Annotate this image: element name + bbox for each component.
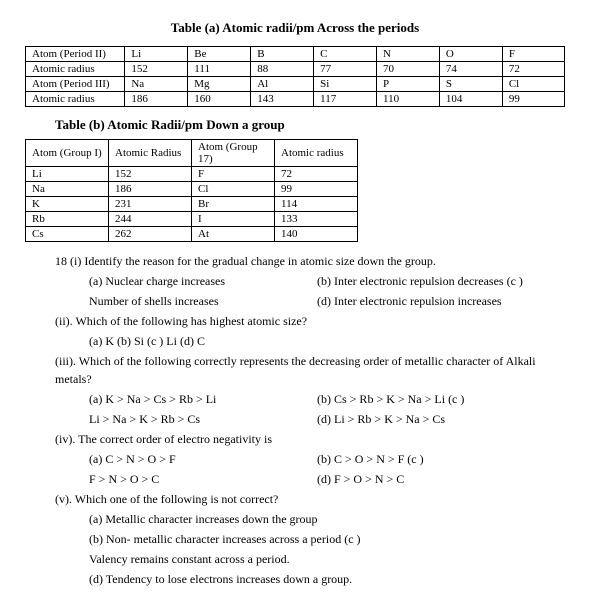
q18-v-d: (d) Tendency to lose electrons increases… [89, 570, 565, 588]
opt-a: (a) Nuclear charge increases [89, 272, 289, 290]
q18-v-b: (b) Non- metallic character increases ac… [89, 530, 565, 548]
cell: 117 [314, 92, 377, 107]
cell: Rb [26, 212, 109, 227]
cell: I [192, 212, 275, 227]
table-row: Atom (Period III) Na Mg Al Si P S Cl [26, 77, 565, 92]
q18-ii-opts: (a) K (b) Si (c ) Li (d) C [89, 332, 565, 350]
opt-c: Li > Na > K > Rb > Cs [89, 410, 289, 428]
q18-v-stem: (v). Which one of the following is not c… [55, 490, 565, 508]
cell: K [26, 197, 109, 212]
q18-iv-stem: (iv). The correct order of electro negat… [55, 430, 565, 448]
cell: Na [26, 182, 109, 197]
cell: 140 [275, 227, 358, 242]
cell: Na [125, 77, 188, 92]
title-a: Table (a) Atomic radii/pm Across the per… [25, 20, 565, 36]
opt-b: (b) C > O > N > F (c ) [317, 450, 424, 468]
cell: 186 [109, 182, 192, 197]
cell: O [439, 47, 502, 62]
cell: 114 [275, 197, 358, 212]
cell: C [314, 47, 377, 62]
cell: 104 [439, 92, 502, 107]
cell: 74 [439, 62, 502, 77]
opt-c: F > N > O > C [89, 470, 289, 488]
cell: Mg [188, 77, 251, 92]
opt-d: (d) F > O > N > C [317, 470, 404, 488]
cell: Atom (Period II) [26, 47, 125, 62]
cell: 111 [188, 62, 251, 77]
cell: Atomic Radius [109, 140, 192, 167]
cell: 133 [275, 212, 358, 227]
cell: 244 [109, 212, 192, 227]
table-a: Atom (Period II) Li Be B C N O F Atomic … [25, 46, 565, 107]
table-row: Cs 262 At 140 [26, 227, 358, 242]
table-row: Atom (Group I) Atomic Radius Atom (Group… [26, 140, 358, 167]
cell: Si [314, 77, 377, 92]
cell: Li [26, 167, 109, 182]
table-b: Atom (Group I) Atomic Radius Atom (Group… [25, 139, 358, 242]
opt-d: (d) Li > Rb > K > Na > Cs [317, 410, 445, 428]
opt-a: (a) K > Na > Cs > Rb > Li [89, 390, 289, 408]
q18-iv-opts-row1: (a) C > N > O > F (b) C > O > N > F (c ) [89, 450, 565, 468]
cell: 152 [125, 62, 188, 77]
cell: Be [188, 47, 251, 62]
cell: Atom (Group 17) [192, 140, 275, 167]
table-row: Na 186 Cl 99 [26, 182, 358, 197]
cell: 231 [109, 197, 192, 212]
cell: 88 [251, 62, 314, 77]
cell: Cl [192, 182, 275, 197]
opt-b: (b) Inter electronic repulsion decreases… [317, 272, 523, 290]
cell: Atom (Period III) [26, 77, 125, 92]
title-b: Table (b) Atomic Radii/pm Down a group [55, 117, 565, 133]
cell: 262 [109, 227, 192, 242]
q18-i-opts-row2: Number of shells increases (d) Inter ele… [89, 292, 565, 310]
cell: Cl [502, 77, 564, 92]
q18-i-stem: 18 (i) Identify the reason for the gradu… [55, 252, 565, 270]
q18-iii-opts-row1: (a) K > Na > Cs > Rb > Li (b) Cs > Rb > … [89, 390, 565, 408]
cell: F [192, 167, 275, 182]
cell: 186 [125, 92, 188, 107]
cell: 143 [251, 92, 314, 107]
q18-iii-opts-row2: Li > Na > K > Rb > Cs (d) Li > Rb > K > … [89, 410, 565, 428]
q18-iii-stem: (iii). Which of the following correctly … [55, 352, 565, 388]
cell: 160 [188, 92, 251, 107]
cell: Atomic radius [275, 140, 358, 167]
questions: 18 (i) Identify the reason for the gradu… [55, 252, 565, 588]
cell: 152 [109, 167, 192, 182]
cell: Cs [26, 227, 109, 242]
cell: B [251, 47, 314, 62]
cell: S [439, 77, 502, 92]
cell: 110 [377, 92, 440, 107]
table-row: Atomic radius 186 160 143 117 110 104 99 [26, 92, 565, 107]
cell: 72 [502, 62, 564, 77]
opt-c: Number of shells increases [89, 292, 289, 310]
table-row: Atomic radius 152 111 88 77 70 74 72 [26, 62, 565, 77]
q18-iv-opts-row2: F > N > O > C (d) F > O > N > C [89, 470, 565, 488]
cell: Al [251, 77, 314, 92]
table-row: Atom (Period II) Li Be B C N O F [26, 47, 565, 62]
cell: 77 [314, 62, 377, 77]
cell: 70 [377, 62, 440, 77]
cell: 99 [502, 92, 564, 107]
cell: N [377, 47, 440, 62]
opt-b: (b) Cs > Rb > K > Na > Li (c ) [317, 390, 464, 408]
cell: Atomic radius [26, 62, 125, 77]
cell: Atomic radius [26, 92, 125, 107]
opt-d: (d) Inter electronic repulsion increases [317, 292, 502, 310]
cell: F [502, 47, 564, 62]
opt-a: (a) C > N > O > F [89, 450, 289, 468]
cell: 99 [275, 182, 358, 197]
cell: 72 [275, 167, 358, 182]
cell: Br [192, 197, 275, 212]
cell: P [377, 77, 440, 92]
q18-v-c: Valency remains constant across a period… [89, 550, 565, 568]
cell: At [192, 227, 275, 242]
q18-ii-stem: (ii). Which of the following has highest… [55, 312, 565, 330]
cell: Atom (Group I) [26, 140, 109, 167]
cell: Li [125, 47, 188, 62]
table-row: Rb 244 I 133 [26, 212, 358, 227]
q18-i-opts-row1: (a) Nuclear charge increases (b) Inter e… [89, 272, 565, 290]
table-row: K 231 Br 114 [26, 197, 358, 212]
q18-v-a: (a) Metallic character increases down th… [89, 510, 565, 528]
table-row: Li 152 F 72 [26, 167, 358, 182]
